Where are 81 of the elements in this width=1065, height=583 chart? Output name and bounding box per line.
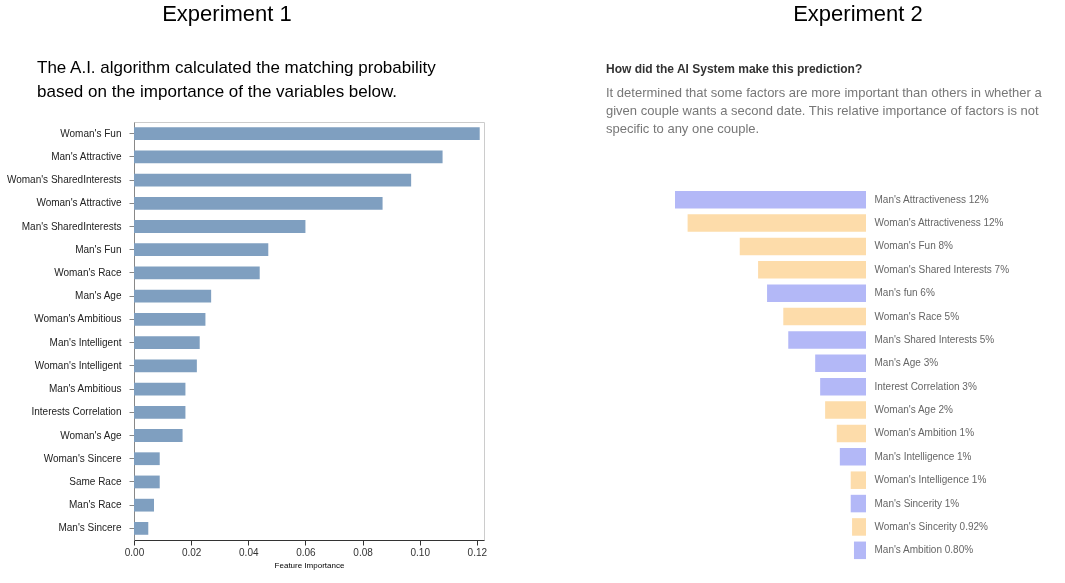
- x-tick-label: 0.12: [467, 546, 488, 558]
- y-tick-label: Interests Correlation: [31, 406, 122, 418]
- bar: [825, 401, 866, 419]
- y-tick-label: Man's SharedInterests: [21, 220, 122, 232]
- bar: [820, 377, 866, 396]
- y-tick-label: Man's Fun: [75, 243, 122, 255]
- y-tick-label: Man's Sincere: [58, 522, 122, 534]
- x-tick-label: 0.10: [410, 546, 431, 558]
- y-tick-label: Same Race: [69, 475, 122, 487]
- y-tick-label: Man's Intelligence 1%: [874, 450, 972, 462]
- bar: [134, 243, 269, 257]
- bar: [767, 284, 866, 302]
- y-tick-label: Woman's Fun 8%: [874, 240, 954, 252]
- bar: [815, 354, 866, 373]
- bar: [134, 127, 480, 140]
- x-tick-label: 0.08: [353, 546, 374, 558]
- bar: [134, 452, 160, 466]
- chart-title: Experiment 2: [793, 1, 923, 26]
- y-tick-label: Woman's Attractiveness 12%: [874, 217, 1004, 229]
- bar: [836, 424, 866, 443]
- bar: [134, 196, 383, 210]
- x-axis-title: Feature Importance: [274, 560, 345, 570]
- bar: [134, 382, 186, 396]
- y-tick-label: Man's Intelligent: [49, 336, 122, 348]
- y-tick-label: Woman's Fun: [60, 127, 122, 139]
- bar: [134, 289, 212, 303]
- bar: [134, 359, 197, 373]
- bar: [852, 518, 866, 536]
- y-tick-label: Woman's Ambition 1%: [874, 427, 975, 439]
- y-tick-label: Woman's SharedInterests: [6, 174, 122, 186]
- chart-subtitle: The A.I. algorithm calculated the matching probability based on the importance of the variables below.: [37, 58, 437, 101]
- x-tick-label: 0.04: [239, 546, 259, 558]
- bar: [850, 494, 866, 513]
- bar: [687, 214, 866, 232]
- y-tick-label: Woman's Race 5%: [874, 310, 960, 322]
- y-tick-label: Man's Race: [69, 499, 122, 511]
- y-tick-label: Woman's Age 2%: [874, 404, 954, 416]
- y-tick-label: Man's Attractiveness 12%: [874, 193, 989, 205]
- bar: [134, 266, 260, 280]
- bar: [839, 448, 866, 466]
- y-tick-label: Woman's Ambitious: [34, 313, 122, 325]
- y-tick-label: Woman's Sincere: [43, 452, 122, 464]
- bar: [134, 220, 306, 233]
- bar: [788, 331, 866, 349]
- y-tick-label: Man's Ambition 0.80%: [874, 544, 974, 556]
- y-tick-label: Man's Attractive: [51, 150, 122, 162]
- y-tick-label: Interest Correlation 3%: [874, 380, 977, 392]
- y-tick-label: Woman's Shared Interests 7%: [874, 263, 1010, 275]
- bar: [134, 150, 443, 164]
- bar: [739, 237, 866, 256]
- text: It determined that some factors are more important than others in whether a given couple wants a second date. This relative importance of factors is not specific to any one couple.: [606, 85, 1043, 136]
- bar: [134, 475, 160, 489]
- bar: [134, 498, 154, 512]
- y-tick-label: Man's Sincerity 1%: [874, 497, 960, 509]
- y-tick-label: Man's Ambitious: [49, 383, 122, 395]
- x-tick-label: 0.02: [181, 546, 202, 558]
- y-tick-label: Woman's Sincerity 0.92%: [874, 520, 989, 532]
- y-tick-label: Woman's Intelligence 1%: [874, 474, 987, 486]
- y-tick-label: Man's Shared Interests 5%: [874, 333, 995, 345]
- bar: [134, 173, 412, 187]
- bar: [853, 541, 866, 560]
- x-tick-label: 0.06: [296, 546, 317, 558]
- y-tick-label: Man's fun 6%: [874, 287, 935, 299]
- bar: [850, 471, 866, 489]
- bar: [783, 307, 866, 326]
- y-tick-label: Woman's Age: [60, 429, 122, 441]
- bar: [134, 313, 206, 326]
- y-tick-label: Woman's Intelligent: [34, 359, 122, 371]
- x-tick-label: 0.00: [124, 546, 145, 558]
- y-tick-label: Man's Age 3%: [874, 357, 939, 369]
- y-tick-label: Man's Age: [75, 290, 122, 302]
- bar: [134, 405, 186, 419]
- bar: [134, 336, 200, 349]
- bar: [134, 522, 149, 535]
- bar: [134, 429, 183, 442]
- bar: [758, 261, 866, 279]
- chart-title: Experiment 1: [162, 1, 292, 26]
- bar: [675, 190, 866, 209]
- y-tick-label: Woman's Attractive: [36, 197, 122, 209]
- y-tick-label: Woman's Race: [54, 266, 122, 278]
- chart-subtitle: How did the AI System make this prediction?: [606, 62, 863, 76]
